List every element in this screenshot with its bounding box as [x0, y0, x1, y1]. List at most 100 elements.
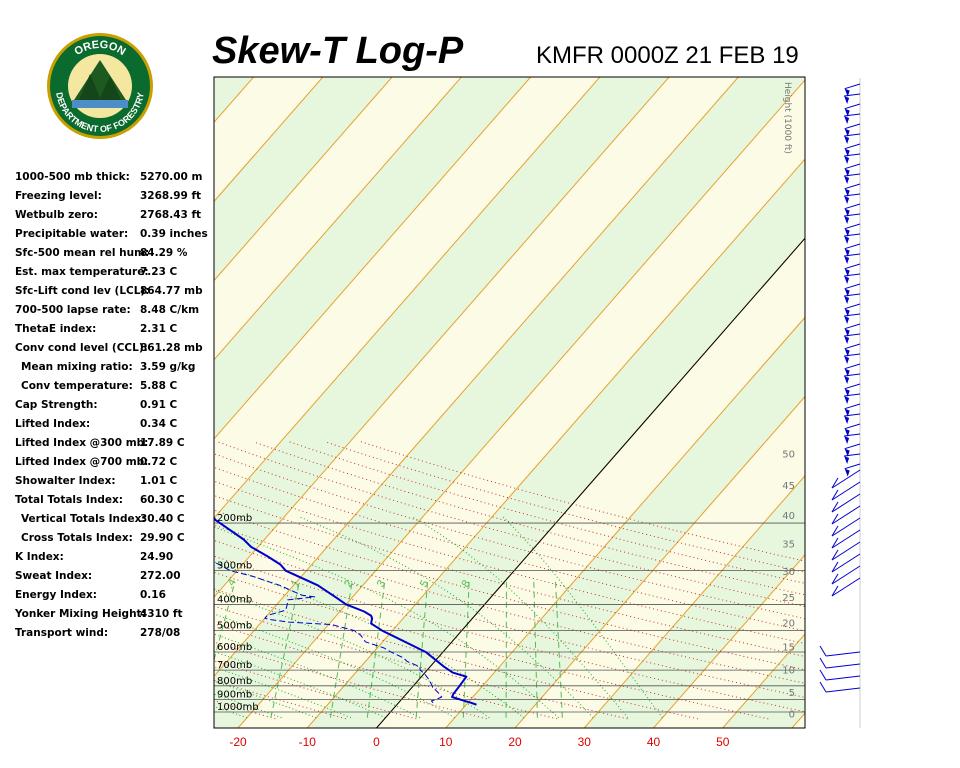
index-row: Lifted Index @700 mb: 0.72 C — [15, 453, 215, 472]
x-tick-label: -20 — [229, 735, 247, 749]
wind-flag — [844, 435, 850, 444]
mixing-ratio-label: 1 — [289, 578, 302, 589]
wind-barb — [844, 193, 861, 197]
isobar-label: 200mb — [217, 513, 252, 524]
sounding-indices-panel: 1000-500 mb thick: 5270.00 m Freezing leve… — [15, 168, 215, 643]
index-row: ThetaE index: 2.31 C — [15, 320, 215, 339]
wind-flag — [844, 175, 850, 184]
height-axis-label: Height (1000 ft) — [782, 82, 792, 154]
moist-adiabat — [214, 613, 455, 719]
index-row: Sfc-500 mean rel hum: 84.29 % — [15, 244, 215, 263]
wind-flag — [844, 355, 850, 364]
wind-flag — [844, 295, 850, 304]
wind-flag — [844, 155, 850, 164]
wind-barb — [844, 153, 861, 157]
index-label: Conv cond level (CCL): — [15, 342, 148, 354]
wind-flag — [844, 308, 850, 317]
index-value: 1.01 C — [140, 475, 178, 487]
wind-flag — [844, 368, 850, 377]
dry-adiabat — [214, 466, 805, 632]
dewpoint-trace — [214, 561, 443, 704]
height-tick-label: 30 — [782, 567, 795, 578]
wind-flag — [844, 228, 850, 237]
mixing-ratio-label: 5 — [418, 578, 431, 589]
isotherm-line — [791, 712, 805, 728]
wind-flag — [844, 428, 850, 437]
dry-adiabat — [288, 441, 805, 584]
height-tick-label: 25 — [782, 593, 795, 604]
wind-barb — [831, 489, 839, 501]
isotherm-line — [214, 77, 739, 678]
index-row: 700-500 lapse rate: 8.48 C/km — [15, 301, 215, 320]
index-row: Sweat Index: 272.00 — [15, 567, 215, 586]
wind-barb — [831, 493, 861, 513]
isobar-label: 700mb — [217, 660, 252, 671]
wind-flag — [844, 108, 850, 117]
index-value: 864.77 mb — [140, 285, 203, 297]
wind-flag — [844, 315, 850, 324]
wind-barb — [844, 353, 861, 357]
station-time-label: KMFR 0000Z 21 FEB 19 — [536, 42, 799, 69]
isotherm-line — [214, 77, 462, 361]
wind-barb — [844, 233, 861, 237]
index-value: 5270.00 m — [140, 171, 203, 183]
index-value: 60.30 C — [140, 494, 185, 506]
moist-adiabat — [0, 517, 212, 718]
wind-flag — [844, 328, 850, 337]
wind-barb — [844, 403, 861, 410]
wind-barb — [844, 213, 861, 217]
wind-barb — [831, 477, 839, 489]
moist-adiabat — [0, 517, 109, 718]
wind-barb — [844, 293, 861, 297]
wind-barb — [844, 113, 861, 117]
index-row: Conv cond level (CCL): 861.28 mb — [15, 339, 215, 358]
index-value: 84.29 % — [140, 247, 188, 259]
wind-flag — [844, 248, 850, 257]
index-row: Wetbulb zero: 2768.43 ft — [15, 206, 215, 225]
isotherm-line — [214, 77, 324, 203]
wind-barb — [844, 143, 861, 150]
wind-barb — [831, 481, 861, 501]
isobar-label: 300mb — [217, 561, 252, 572]
isotherm-line — [237, 79, 805, 728]
isotherm-line — [0, 77, 115, 728]
x-tick-label: 30 — [578, 735, 592, 749]
wind-flag — [844, 448, 850, 457]
index-row: Freezing level: 3268.99 ft — [15, 187, 215, 206]
temperature-trace — [214, 516, 477, 706]
moist-adiabat — [0, 517, 178, 718]
wind-flag — [844, 375, 850, 384]
wind-barb — [844, 183, 861, 190]
wind-flag — [844, 208, 850, 217]
index-label: Sfc-Lift cond lev (LCL): — [15, 285, 150, 297]
x-tick-label: 40 — [647, 735, 661, 749]
wind-barb — [844, 303, 861, 310]
wind-flag — [844, 188, 850, 197]
index-label: Sfc-500 mean rel hum: — [15, 247, 150, 259]
wind-flag — [844, 235, 850, 244]
wind-barb — [844, 103, 861, 110]
wind-barb — [844, 243, 861, 250]
index-row: Yonker Mixing Height: 4310 ft — [15, 605, 215, 624]
wind-barb — [819, 657, 827, 669]
wind-flag — [844, 128, 850, 137]
isotherm-line — [445, 316, 805, 728]
dry-adiabat — [214, 509, 805, 671]
wind-flag — [844, 288, 850, 297]
index-label: Mean mixing ratio: — [21, 361, 133, 373]
index-label: Showalter Index: — [15, 475, 116, 487]
isobar-label: 600mb — [217, 642, 252, 653]
wind-barb — [844, 253, 861, 257]
wind-barb — [831, 469, 861, 489]
mixing-ratio-label: 8 — [459, 578, 472, 589]
index-row: Transport wind: 278/08 — [15, 624, 215, 643]
height-tick-label: 45 — [782, 481, 795, 492]
wind-barb — [831, 565, 861, 585]
index-row: Energy Index: 0.16 — [15, 586, 215, 605]
index-label: Vertical Totals Index: — [21, 513, 146, 525]
index-value: 0.72 C — [140, 456, 178, 468]
x-tick-label: 20 — [508, 735, 522, 749]
height-tick-label: 0 — [789, 710, 795, 721]
wind-barb — [831, 513, 839, 525]
wind-barb — [831, 529, 861, 549]
